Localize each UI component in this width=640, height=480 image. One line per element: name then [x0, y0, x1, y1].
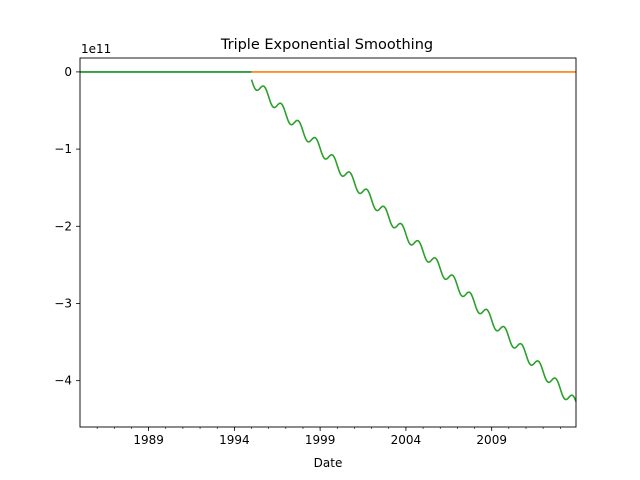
y-tick-label: −2 — [54, 219, 72, 233]
x-axis-label: Date — [314, 456, 343, 470]
y-tick-label: −4 — [54, 374, 72, 388]
axis-ticks: 1989 1994 1999 2004 2009 0 −1 −2 −3 −4 — [54, 65, 561, 447]
series-line-4 — [250, 79, 577, 402]
x-tick-label: 1999 — [305, 433, 336, 447]
x-tick-label: 1989 — [133, 433, 164, 447]
y-tick-label: −3 — [54, 296, 72, 310]
y-tick-label: 0 — [64, 65, 72, 79]
y-offset-label: 1e11 — [81, 42, 111, 56]
chart-title: Triple Exponential Smoothing — [220, 37, 433, 53]
plot-area — [80, 71, 577, 402]
x-tick-label: 2009 — [476, 433, 507, 447]
y-tick-label: −1 — [54, 142, 72, 156]
x-tick-label: 2004 — [391, 433, 422, 447]
x-tick-label: 1994 — [219, 433, 250, 447]
axes-frame — [79, 57, 577, 428]
